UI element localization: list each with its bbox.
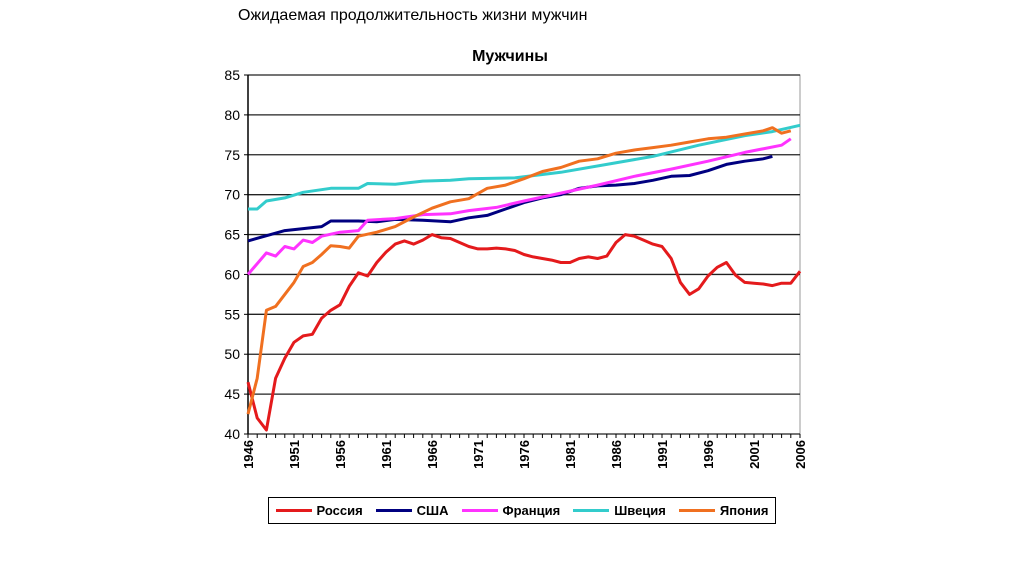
series-line-Франция <box>246 137 792 276</box>
legend-item: Япония <box>678 503 769 518</box>
legend-swatch <box>573 509 610 512</box>
legend-label: Швеция <box>614 503 666 518</box>
legend-swatch <box>678 509 715 512</box>
legend-label: Россия <box>316 503 363 518</box>
x-tick-label: 1986 <box>609 440 624 469</box>
y-tick-label: 60 <box>224 266 240 282</box>
x-tick-label: 1951 <box>287 440 302 469</box>
slide-title: Ожидаемая продолжительность жизни мужчин <box>238 7 588 24</box>
y-tick-label: 50 <box>224 346 240 362</box>
legend-label: США <box>416 503 449 518</box>
legend-item: Швеция <box>573 503 666 518</box>
series-line-Россия <box>246 233 802 432</box>
y-tick-label: 45 <box>224 386 240 402</box>
legend-swatch <box>461 509 498 512</box>
legend-item: Франция <box>461 503 561 518</box>
y-tick-label: 65 <box>224 227 240 243</box>
series-line-Япония <box>246 126 792 415</box>
x-tick-label: 1961 <box>379 440 394 469</box>
legend-label: Япония <box>719 503 769 518</box>
chart-title: Мужчины <box>472 48 548 65</box>
y-tick-label: 70 <box>224 187 240 203</box>
y-tick-label: 75 <box>224 147 240 163</box>
legend-item: США <box>375 503 449 518</box>
legend-swatch <box>375 509 412 512</box>
x-tick-label: 1976 <box>517 440 532 469</box>
legend-label: Франция <box>502 503 561 518</box>
legend-swatch <box>275 509 312 512</box>
y-tick-label: 80 <box>224 107 240 123</box>
x-tick-label: 1946 <box>241 440 256 469</box>
series-line-Швеция <box>248 123 801 211</box>
x-tick-label: 2001 <box>747 440 762 469</box>
x-tick-label: 1966 <box>425 440 440 469</box>
y-tick-label: 40 <box>224 426 240 442</box>
x-tick-label: 1991 <box>655 440 670 469</box>
legend-item: Россия <box>275 503 363 518</box>
x-tick-label: 1956 <box>333 440 348 469</box>
x-tick-label: 2006 <box>793 440 808 469</box>
y-tick-label: 55 <box>224 306 240 322</box>
legend: Россия США Франция Швеция Япония <box>268 497 776 524</box>
x-tick-label: 1971 <box>471 440 486 469</box>
x-tick-label: 1981 <box>563 440 578 469</box>
y-tick-label: 85 <box>224 67 240 83</box>
x-tick-label: 1996 <box>701 440 716 469</box>
